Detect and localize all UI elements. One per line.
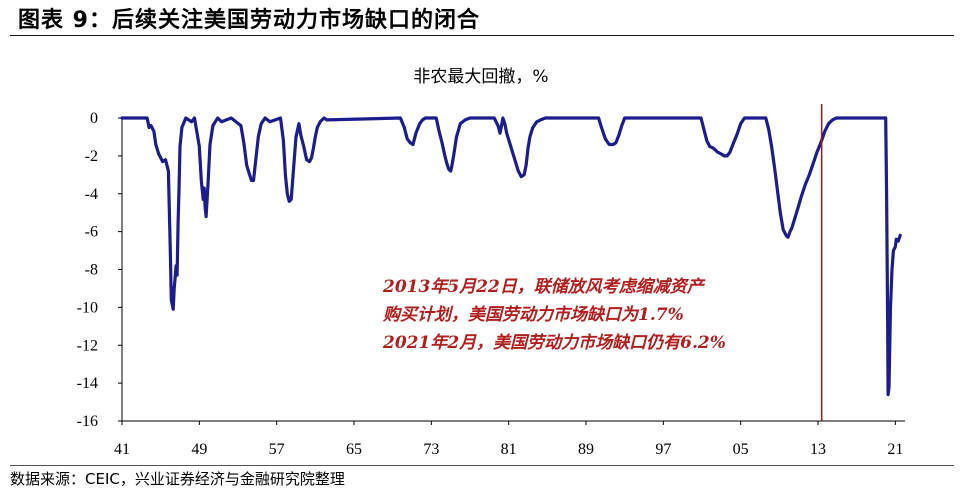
- y-tick-label: -10: [77, 299, 98, 316]
- x-tick-label: 21: [887, 441, 903, 458]
- x-tick-label: 65: [346, 441, 362, 458]
- annotation-line: 购买计划，美国劳动力市场缺口为1.7%: [382, 305, 684, 325]
- title-divider: [10, 35, 954, 36]
- annotation-line: 2021年2月，美国劳动力市场缺口仍有6.2%: [382, 333, 726, 353]
- y-tick-label: -2: [85, 148, 98, 165]
- y-tick-label: -14: [77, 375, 98, 392]
- y-tick-label: -16: [77, 413, 98, 430]
- chart-title: 非农最大回撤，%: [413, 67, 549, 87]
- x-tick-label: 89: [578, 441, 594, 458]
- source-divider: [10, 465, 954, 466]
- x-tick-label: 57: [269, 441, 285, 458]
- y-tick-label: -4: [85, 186, 98, 203]
- x-tick-label: 49: [191, 441, 207, 458]
- x-tick-label: 81: [501, 441, 517, 458]
- x-tick-label: 73: [423, 441, 439, 458]
- series-line-drawdown: [120, 116, 902, 397]
- x-tick-label: 13: [810, 441, 826, 458]
- y-tick-label: -8: [85, 262, 98, 279]
- y-tick-label: -12: [77, 337, 98, 354]
- figure-title: 图表 9：后续关注美国劳动力市场缺口的闭合: [18, 8, 480, 33]
- x-tick-label: 97: [655, 441, 671, 458]
- source-note: 数据来源：CEIC，兴业证券经济与金融研究院整理: [10, 470, 345, 488]
- x-tick-label: 41: [114, 441, 130, 458]
- x-tick-label: 05: [733, 441, 749, 458]
- annotation-line: 2013年5月22日，联储放风考虑缩减资产: [382, 277, 706, 297]
- y-tick-label: 0: [90, 110, 98, 127]
- y-tick-label: -6: [85, 224, 98, 241]
